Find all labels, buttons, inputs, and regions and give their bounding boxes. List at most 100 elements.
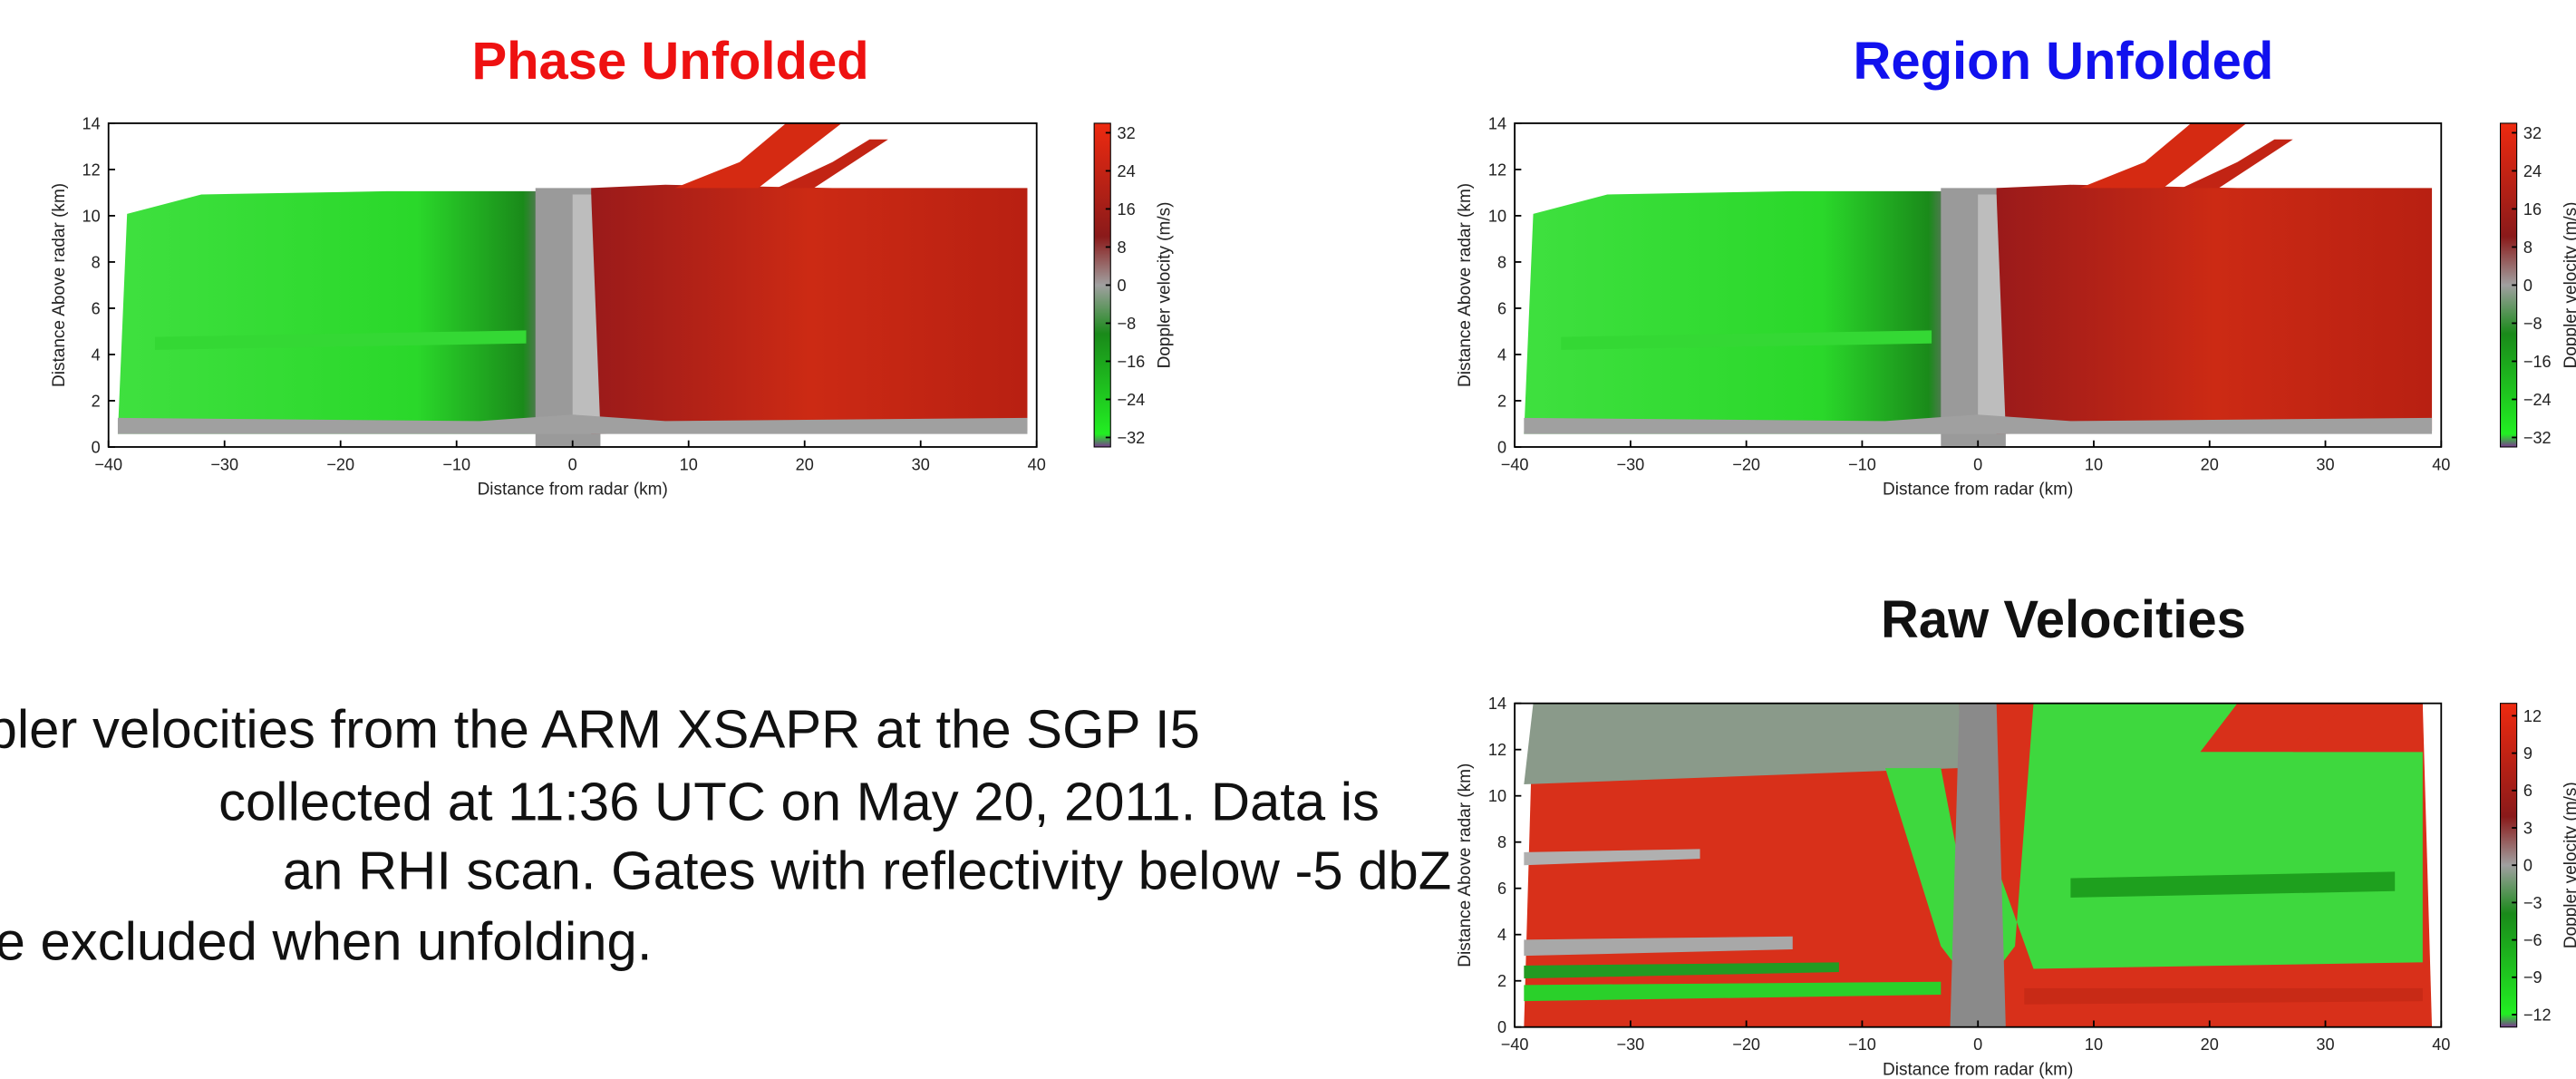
y-tick-label: 4 xyxy=(92,345,101,364)
y-tick-label: 14 xyxy=(82,114,101,132)
x-tick-label: 10 xyxy=(2085,1035,2103,1054)
x-tick-label: −10 xyxy=(442,455,470,473)
field xyxy=(1524,962,1839,979)
y-tick-label: 8 xyxy=(1497,833,1506,851)
x-tick-label: 0 xyxy=(1973,455,1982,473)
caption-line: pler velocities from the ARM XSAPR at th… xyxy=(0,699,1200,760)
y-tick-label: 12 xyxy=(82,160,101,179)
colorbar-tick-label: 24 xyxy=(1118,162,1136,180)
field xyxy=(2024,987,2423,1005)
y-tick-label: 12 xyxy=(1488,160,1506,179)
colorbar-tick-label: 24 xyxy=(2523,162,2542,180)
x-tick-label: −40 xyxy=(94,455,122,473)
colorbar-tick-label: −9 xyxy=(2523,968,2542,987)
x-axis-label: Distance from radar (km) xyxy=(478,481,668,500)
colorbar-label: Doppler velocity (m/s) xyxy=(2561,782,2576,948)
field-image xyxy=(1524,703,2433,1027)
chart-title: Region Unfolded xyxy=(1854,33,2274,91)
field xyxy=(1978,194,2006,432)
field xyxy=(117,414,1028,434)
x-tick-label: −30 xyxy=(1617,455,1645,473)
y-tick-label: 6 xyxy=(1497,880,1506,898)
y-tick-label: 10 xyxy=(1488,787,1506,805)
field-image xyxy=(117,122,1028,447)
x-tick-label: −20 xyxy=(326,455,354,473)
x-tick-label: −10 xyxy=(1848,1035,1876,1054)
colorbar-tick-label: −24 xyxy=(1118,391,1146,409)
x-tick-label: 30 xyxy=(912,455,930,473)
field xyxy=(1524,849,1700,866)
x-tick-label: 10 xyxy=(2085,455,2103,473)
chart-title: Phase Unfolded xyxy=(471,33,868,91)
field xyxy=(776,139,888,189)
field xyxy=(1996,184,2433,434)
x-tick-label: 0 xyxy=(568,455,577,473)
colorbar-label: Doppler velocity (m/s) xyxy=(1156,202,1175,369)
chart: Phase Unfolded−40 −30 −20 −10 0 10 20 30 4002468… xyxy=(50,33,1175,500)
colorbar-tick-label: 6 xyxy=(2523,782,2532,800)
field xyxy=(1561,330,1932,350)
field-image xyxy=(1524,122,2433,447)
y-tick-label: 10 xyxy=(1488,207,1506,225)
y-tick-label: 4 xyxy=(1497,926,1506,944)
colorbar-tick-label: −16 xyxy=(1118,353,1146,371)
field xyxy=(1524,981,1942,1002)
colorbar-tick-label: −8 xyxy=(2523,315,2542,333)
y-axis-label: Distance Above radar (km) xyxy=(1456,763,1475,967)
colorbar-tick-label: −8 xyxy=(1118,315,1137,333)
x-axis-label: Distance from radar (km) xyxy=(1883,481,2073,500)
colorbar-tick-label: 12 xyxy=(2523,707,2542,725)
field xyxy=(1524,703,1960,784)
field xyxy=(674,122,842,189)
field xyxy=(591,184,1028,434)
chart: Region Unfolded−40 −30 −20 −10 0 10 20 30 400246… xyxy=(1456,33,2576,500)
y-tick-label: 4 xyxy=(1497,345,1506,364)
x-tick-label: 20 xyxy=(2201,1035,2219,1054)
x-tick-label: −30 xyxy=(210,455,238,473)
y-tick-label: 0 xyxy=(1497,438,1506,456)
x-tick-label: −40 xyxy=(1501,455,1529,473)
colorbar-label: Doppler velocity (m/s) xyxy=(2561,202,2576,369)
y-axis-label: Distance Above radar (km) xyxy=(50,183,69,387)
colorbar-tick-label: 3 xyxy=(2523,819,2532,837)
field xyxy=(1524,414,2433,434)
field xyxy=(2182,139,2293,189)
colorbar-tick-label: −24 xyxy=(2523,391,2552,409)
chart-title: Raw Velocities xyxy=(1881,591,2246,649)
field xyxy=(1950,703,2006,1027)
x-tick-label: 20 xyxy=(2201,455,2219,473)
y-tick-label: 14 xyxy=(1488,114,1506,132)
field xyxy=(1524,936,1793,957)
field xyxy=(2292,703,2423,753)
y-tick-label: 8 xyxy=(92,253,101,271)
x-tick-label: 30 xyxy=(2316,455,2334,473)
x-tick-label: 40 xyxy=(2432,1035,2450,1054)
field xyxy=(154,330,527,350)
caption-line: an RHI scan. Gates with reflectivity bel… xyxy=(283,840,1451,900)
x-tick-label: −30 xyxy=(1617,1035,1645,1054)
x-tick-label: −40 xyxy=(1501,1035,1529,1054)
colorbar-tick-label: 32 xyxy=(1118,124,1136,142)
field xyxy=(117,190,545,434)
field xyxy=(1524,190,1951,434)
x-tick-label: 30 xyxy=(2316,1035,2334,1054)
colorbar-tick-label: −16 xyxy=(2523,353,2552,371)
colorbar-tick-label: 0 xyxy=(1118,277,1127,295)
x-axis-label: Distance from radar (km) xyxy=(1883,1060,2073,1079)
colorbar-tick-label: 0 xyxy=(2523,857,2532,875)
x-tick-label: 40 xyxy=(1028,455,1046,473)
colorbar-tick-label: 8 xyxy=(2523,238,2532,257)
colorbar-tick-label: 16 xyxy=(2523,200,2542,219)
x-tick-label: 20 xyxy=(796,455,814,473)
x-tick-label: 10 xyxy=(680,455,698,473)
colorbar-tick-label: −3 xyxy=(2523,894,2542,912)
colorbar-tick-label: −12 xyxy=(2523,1006,2552,1024)
colorbar-tick-label: 32 xyxy=(2523,124,2542,142)
field xyxy=(1884,703,2423,996)
y-tick-label: 6 xyxy=(1497,299,1506,317)
colorbar-tick-label: 8 xyxy=(1118,238,1127,257)
caption-line: e excluded when unfolding. xyxy=(0,910,652,971)
y-tick-label: 8 xyxy=(1497,253,1506,271)
